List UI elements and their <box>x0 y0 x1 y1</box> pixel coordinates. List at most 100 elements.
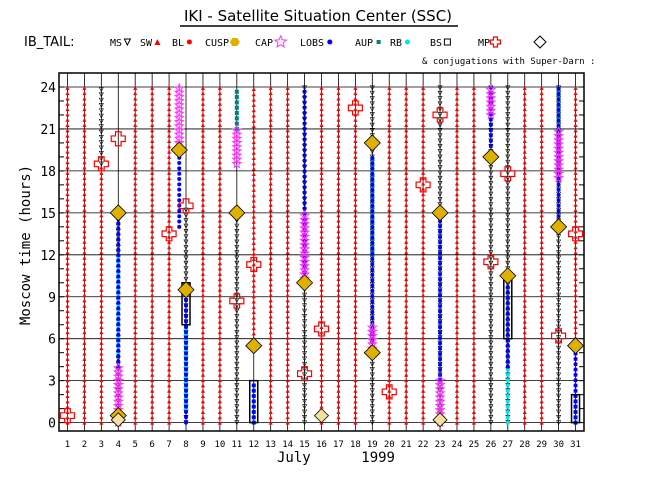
sw-mark <box>82 309 87 314</box>
sw-mark <box>268 298 273 303</box>
sw-mark <box>522 91 527 96</box>
sw-mark <box>150 330 155 335</box>
sw-mark <box>82 367 87 372</box>
sw-mark <box>471 409 476 414</box>
lobs-mark <box>184 335 189 340</box>
ms-mark <box>302 319 308 325</box>
sw-mark <box>336 335 341 340</box>
cusp-mark <box>228 204 246 222</box>
sw-mark <box>150 420 155 425</box>
ms-mark <box>183 234 189 240</box>
ms-mark <box>369 361 375 367</box>
sw-mark <box>539 218 544 223</box>
ms-mark <box>369 383 375 389</box>
cap-mark <box>553 168 565 179</box>
ms-mark <box>98 92 104 98</box>
sw-mark <box>336 277 341 282</box>
sw-mark <box>251 198 256 203</box>
sw-mark <box>167 314 172 319</box>
sw-mark <box>200 117 205 122</box>
cap-mark <box>299 222 310 233</box>
lobs-mark <box>438 240 443 245</box>
sw-mark <box>150 229 155 234</box>
sw-mark <box>522 123 527 128</box>
sw-mark <box>150 346 155 351</box>
rb-legend-icon <box>404 39 410 45</box>
x-tick-label: 26 <box>485 440 496 450</box>
sw-mark <box>336 383 341 388</box>
sw-mark <box>404 176 409 181</box>
sw-mark <box>573 277 578 282</box>
sw-mark <box>404 234 409 239</box>
sw-mark <box>319 261 324 266</box>
legend-item-aup: AUP <box>355 38 381 49</box>
cap-mark <box>366 326 378 337</box>
sw-mark <box>82 266 87 271</box>
lobs-mark <box>370 288 375 293</box>
sw-mark <box>353 340 358 345</box>
sw-mark <box>99 282 104 287</box>
sw-mark <box>251 288 256 293</box>
lobs-mark <box>488 117 493 122</box>
sw-mark <box>133 287 138 292</box>
sw-mark <box>522 266 527 271</box>
ms-mark <box>437 106 443 112</box>
sw-mark <box>471 149 476 154</box>
sw-mark <box>404 133 409 138</box>
sw-mark <box>539 123 544 128</box>
sw-mark <box>65 271 70 276</box>
sw-mark <box>99 420 104 425</box>
sw-mark <box>268 383 273 388</box>
lobs-mark <box>370 166 375 171</box>
sw-mark <box>421 351 426 356</box>
sw-mark <box>387 128 392 133</box>
sw-mark <box>404 420 409 425</box>
sw-mark <box>150 213 155 218</box>
sw-mark <box>65 208 70 213</box>
sw-mark <box>404 303 409 308</box>
sw-mark <box>82 303 87 308</box>
sw-mark <box>421 170 426 175</box>
sw-mark <box>268 415 273 420</box>
sw-mark <box>404 298 409 303</box>
sw-mark <box>539 415 544 420</box>
sw-mark <box>387 101 392 106</box>
sw-mark <box>200 271 205 276</box>
ms-mark <box>302 314 308 319</box>
sw-mark <box>285 324 290 329</box>
sw-mark <box>82 420 87 425</box>
ms-mark <box>234 345 240 351</box>
mp-mark <box>93 156 109 172</box>
sw-mark <box>471 229 476 234</box>
sw-mark <box>336 309 341 314</box>
sw-mark <box>404 335 409 340</box>
sw-mark <box>539 404 544 409</box>
ms-mark <box>437 170 443 176</box>
lobs-mark <box>370 182 375 187</box>
sw-mark <box>471 255 476 260</box>
ms-mark <box>505 175 511 181</box>
sw-mark <box>200 213 205 218</box>
sw-mark <box>336 261 341 266</box>
sw-mark <box>404 170 409 175</box>
sw-mark <box>353 383 358 388</box>
sw-mark <box>217 362 222 367</box>
sw-mark <box>285 298 290 303</box>
sw-mark <box>454 208 459 213</box>
sw-mark <box>268 223 273 228</box>
sw-mark <box>99 192 104 197</box>
ms-mark <box>488 234 494 240</box>
sw-mark <box>522 154 527 159</box>
sw-mark <box>471 319 476 324</box>
lobs-mark <box>370 187 375 192</box>
sw-mark <box>268 309 273 314</box>
sw-mark <box>285 202 290 207</box>
sw-mark <box>387 255 392 260</box>
ms-mark <box>234 393 240 399</box>
sw-mark <box>387 250 392 255</box>
ms-mark <box>234 372 240 378</box>
ms-mark <box>183 255 189 261</box>
sw-mark <box>285 346 290 351</box>
sw-mark <box>268 282 273 287</box>
